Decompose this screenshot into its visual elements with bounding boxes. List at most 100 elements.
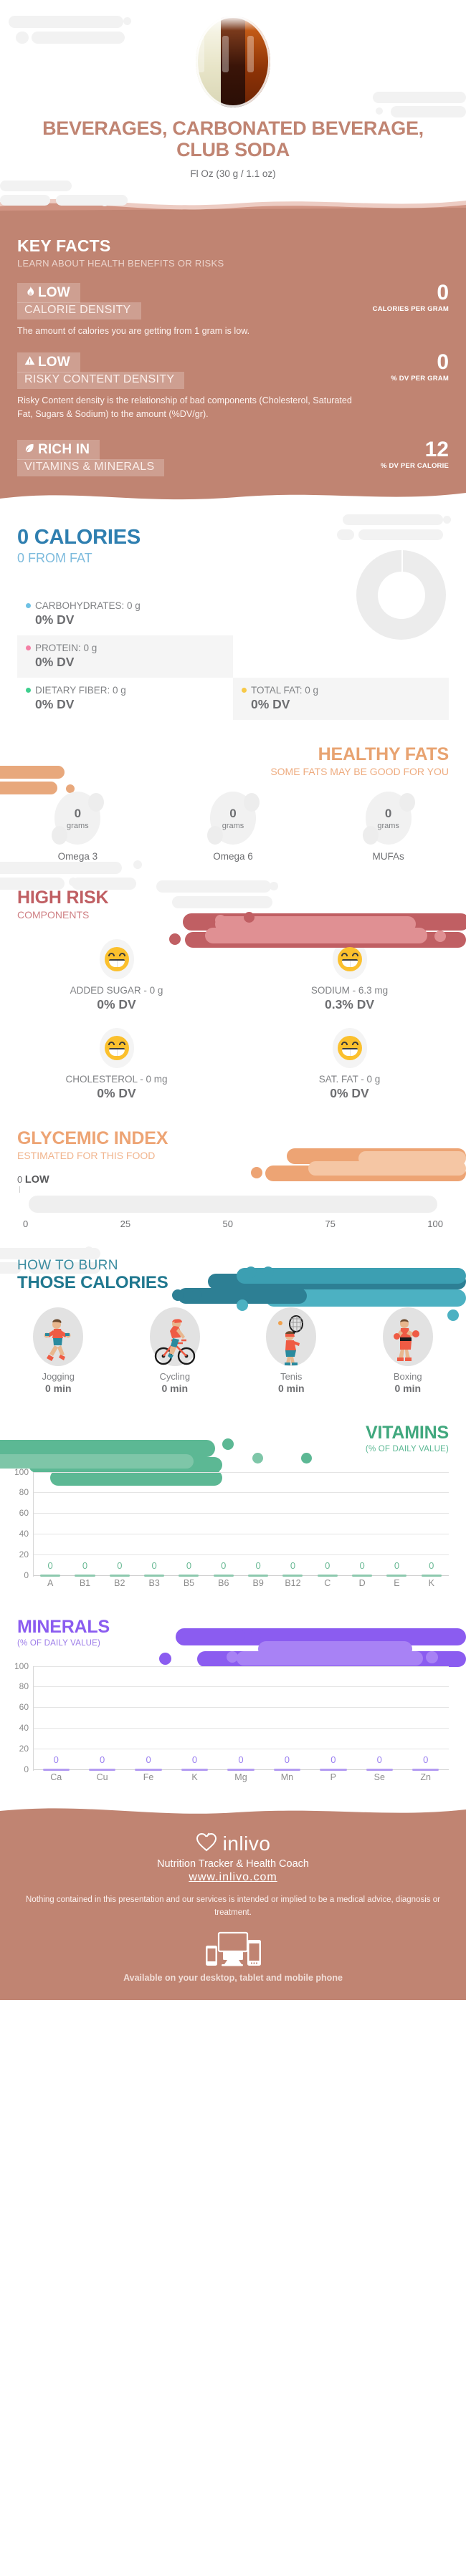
exercise-name: Cycling xyxy=(159,1371,191,1383)
bar-item: 0 xyxy=(310,1671,356,1772)
glycemic-track[interactable] xyxy=(29,1196,437,1213)
exercise-item-jogging: Jogging 0 min xyxy=(0,1307,117,1394)
bar-value: 0 xyxy=(325,1560,331,1572)
bar-value: 0 xyxy=(146,1754,151,1766)
risk-name: CHOLESTEROL - 0 mg xyxy=(65,1074,168,1085)
flame-icon xyxy=(24,285,35,302)
fat-label: Omega 6 xyxy=(213,851,253,862)
key-fact-unit: CALORIES PER GRAM xyxy=(372,304,449,313)
key-facts-title: KEY FACTS xyxy=(17,236,111,256)
devices-icon xyxy=(203,1931,263,1969)
bar-item: 0 xyxy=(33,1671,79,1772)
key-fact-name: CALORIE DENSITY xyxy=(17,302,141,320)
risk-dv: 0% DV xyxy=(330,1086,369,1101)
footer-availability: Available on your desktop, tablet and mo… xyxy=(123,1972,343,1983)
high-risk-item-sat-fat: SAT. FAT - 0 g 0% DV xyxy=(233,1028,466,1101)
x-tick: B9 xyxy=(252,1578,264,1589)
bar-value: 0 xyxy=(53,1754,59,1766)
bar-value: 0 xyxy=(191,1754,198,1766)
bar-item: 0 xyxy=(345,1476,379,1577)
footer-url[interactable]: www.inlivo.com xyxy=(189,1871,277,1884)
calories-section: 0 CALORIES 0 FROM FAT CARBOHYDRATES: 0 g… xyxy=(0,506,466,721)
leaf-icon xyxy=(24,442,35,458)
bar-value: 0 xyxy=(117,1560,123,1572)
glycemic-marker: 0 LOW xyxy=(17,1174,449,1186)
bar-item: 0 xyxy=(206,1476,241,1577)
fat-value: 0 xyxy=(384,806,392,820)
x-tick: K xyxy=(428,1578,434,1589)
macro-name: TOTAL FAT: 0 g xyxy=(251,685,319,696)
bar-value: 0 xyxy=(394,1560,400,1572)
fat-value: 0 xyxy=(74,806,82,820)
key-fact-value-block: 0 CALORIES PER GRAM xyxy=(372,282,449,313)
scale-tick-50: 50 xyxy=(222,1219,233,1230)
x-tick: P xyxy=(330,1772,337,1783)
exercise-list: Jogging 0 min xyxy=(0,1307,466,1394)
bar-item: 0 xyxy=(275,1476,310,1577)
high-risk-item-cholesterol: CHOLESTEROL - 0 mg 0% DV xyxy=(0,1028,233,1101)
minerals-bars: 0 0 0 0 0 0 0 0 0 xyxy=(33,1671,449,1772)
bar-item: 0 xyxy=(125,1671,171,1772)
y-tick: 0 xyxy=(24,1764,29,1775)
fat-unit: grams xyxy=(67,821,89,830)
exercise-minutes: 0 min xyxy=(44,1383,72,1395)
key-fact-unit: % DV PER CALORIE xyxy=(380,461,449,470)
carbohydrates-color-dot xyxy=(26,603,31,609)
vitamins-chart-section: VITAMINS (% OF DAILY VALUE) 100 80 60 40… xyxy=(0,1423,466,1592)
x-tick: Zn xyxy=(420,1772,432,1783)
risk-name: SODIUM - 6.3 mg xyxy=(310,985,389,996)
bar-value: 0 xyxy=(331,1754,336,1766)
key-facts-subtitle: LEARN ABOUT HEALTH BENEFITS OR RISKS xyxy=(17,258,224,269)
footer-tagline: Nutrition Tracker & Health Coach xyxy=(157,1858,309,1870)
key-fact-description: The amount of calories you are getting f… xyxy=(17,326,250,337)
bar-value: 0 xyxy=(186,1560,192,1572)
x-tick: B1 xyxy=(79,1578,91,1589)
boxing-icon xyxy=(382,1307,433,1367)
x-tick: B2 xyxy=(114,1578,125,1589)
key-fact-value-block: 12 % DV PER CALORIE xyxy=(380,438,449,470)
vitamins-subtitle: (% OF DAILY VALUE) xyxy=(365,1445,449,1454)
key-fact-row-risky-content: LOW RISKY CONTENT DENSITY Risky Content … xyxy=(17,352,449,421)
wave-divider-bottom xyxy=(0,489,466,500)
key-fact-row-calorie-density: LOW CALORIE DENSITY The amount of calori… xyxy=(17,282,449,338)
glycemic-subtitle: ESTIMATED FOR THIS FOOD xyxy=(17,1150,156,1162)
grinning-face-icon xyxy=(332,1028,367,1069)
x-tick: B3 xyxy=(148,1578,160,1589)
heart-apple-icon xyxy=(196,1832,217,1855)
bar-item: 0 xyxy=(171,1671,217,1772)
key-fact-row-rich-in: RICH IN VITAMINS & MINERALS 12 % DV PER … xyxy=(17,438,449,477)
macro-item-protein: PROTEIN: 0 g 0% DV xyxy=(17,635,233,678)
y-tick: 60 xyxy=(19,1508,29,1519)
bar-item: 0 xyxy=(414,1476,449,1577)
bar-item: 0 xyxy=(79,1671,125,1772)
bar-item: 0 xyxy=(403,1671,449,1772)
risk-name: SAT. FAT - 0 g xyxy=(318,1074,381,1085)
brand-name: inlivo xyxy=(222,1832,271,1855)
footer-section: inlivo Nutrition Tracker & Health Coach … xyxy=(0,1805,466,2000)
risk-dv: 0% DV xyxy=(97,997,136,1012)
macro-list: CARBOHYDRATES: 0 g 0% DV PROTEIN: 0 g 0%… xyxy=(17,593,449,721)
scale-tick-0: 0 xyxy=(23,1219,29,1230)
page-title: BEVERAGES, CARBONATED BEVERAGE, CLUB SOD… xyxy=(42,117,424,161)
bar-value: 0 xyxy=(290,1560,296,1572)
x-tick: Cu xyxy=(96,1772,108,1783)
bar-value: 0 xyxy=(359,1560,365,1572)
key-fact-level: LOW xyxy=(38,355,70,370)
vitamins-bars: 0 0 0 0 0 0 0 0 0 0 0 0 xyxy=(33,1476,449,1577)
fat-unit: grams xyxy=(377,821,399,830)
macro-name: DIETARY FIBER: 0 g xyxy=(35,685,126,696)
bar-item: 0 xyxy=(241,1476,275,1577)
wave-divider-top xyxy=(0,199,466,218)
key-fact-value-block: 0 % DV PER GRAM xyxy=(391,352,449,383)
macro-name: CARBOHYDRATES: 0 g xyxy=(35,600,141,612)
healthy-fat-item-omega-3: 0 grams Omega 3 xyxy=(0,792,156,862)
scale-tick-75: 75 xyxy=(325,1219,336,1230)
key-fact-value: 12 xyxy=(424,438,449,462)
wave-divider-footer xyxy=(0,1808,466,1822)
bar-item: 0 xyxy=(67,1476,102,1577)
exercise-name: Boxing xyxy=(393,1371,422,1383)
y-tick: 0 xyxy=(24,1570,29,1581)
bar-value: 0 xyxy=(423,1754,429,1766)
y-tick: 80 xyxy=(19,1681,29,1692)
healthy-fat-item-mufas: 0 grams MUFAs xyxy=(310,792,466,862)
